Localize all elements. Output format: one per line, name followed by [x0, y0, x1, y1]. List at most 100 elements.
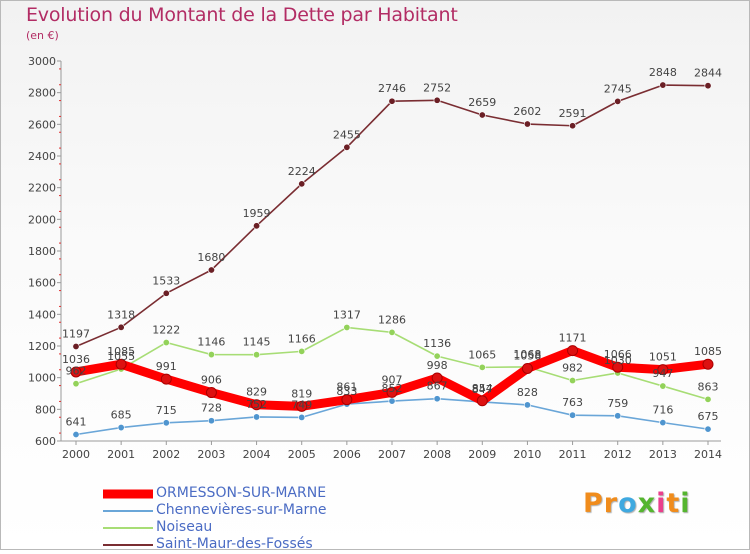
- data-label: 907: [382, 373, 403, 386]
- data-label: 1166: [288, 332, 316, 345]
- data-label: 2224: [288, 165, 316, 178]
- data-point: [433, 352, 441, 360]
- data-label: 2745: [604, 82, 632, 95]
- data-point: [523, 120, 531, 128]
- data-label: 2602: [513, 105, 541, 118]
- y-tick-label: 1200: [28, 340, 56, 353]
- legend-label-noiseau: Noiseau: [156, 519, 213, 535]
- x-tick-label: 2008: [423, 448, 451, 461]
- legend-swatch-saint-maur: [103, 544, 153, 546]
- y-tick-label: 2800: [28, 87, 56, 100]
- data-label: 641: [66, 416, 87, 429]
- x-tick-label: 2002: [152, 448, 180, 461]
- data-label: 1055: [107, 350, 135, 363]
- data-label: 1058: [513, 349, 541, 362]
- chart-subtitle: (en €): [26, 29, 59, 42]
- x-tick-label: 2013: [649, 448, 677, 461]
- data-point: [614, 412, 622, 420]
- data-point: [659, 419, 667, 427]
- data-point: [72, 431, 80, 439]
- data-point: [117, 424, 125, 432]
- data-label: 1145: [243, 336, 271, 349]
- data-label: 1066: [604, 348, 632, 361]
- x-tick-label: 2004: [243, 448, 271, 461]
- data-point: [253, 351, 261, 359]
- data-label: 1171: [559, 332, 587, 345]
- data-point: [388, 328, 396, 336]
- data-label: 1085: [107, 345, 135, 358]
- data-label: 2659: [468, 96, 496, 109]
- data-label: 991: [156, 360, 177, 373]
- data-label: 749: [291, 398, 312, 411]
- x-tick-label: 2012: [604, 448, 632, 461]
- logo-letter: x: [637, 488, 657, 519]
- x-tick-label: 2005: [288, 448, 316, 461]
- data-point: [253, 413, 261, 421]
- y-tick-label: 600: [35, 435, 56, 448]
- data-label: 2455: [333, 128, 361, 141]
- legend-label-saint-maur: Saint-Maur-des-Fossés: [156, 536, 313, 552]
- data-label: 1317: [333, 308, 361, 321]
- y-tick-label: 2600: [28, 118, 56, 131]
- data-label: 867: [427, 380, 448, 393]
- data-point: [612, 361, 624, 373]
- logo-letter: i: [680, 488, 691, 519]
- data-label: 1030: [604, 354, 632, 367]
- data-label: 1051: [649, 351, 677, 364]
- data-point: [162, 339, 170, 347]
- data-label: 854: [472, 382, 493, 395]
- data-label: 763: [562, 396, 583, 409]
- data-point: [702, 358, 714, 370]
- data-point: [521, 362, 533, 374]
- y-tick-label: 1000: [28, 372, 56, 385]
- data-label: 947: [652, 367, 673, 380]
- y-tick-label: 2200: [28, 182, 56, 195]
- data-label: 675: [698, 410, 719, 423]
- data-label: 1680: [197, 251, 225, 264]
- data-point: [478, 363, 486, 371]
- logo-letter: t: [666, 488, 681, 519]
- data-point: [567, 345, 579, 357]
- data-point: [253, 222, 261, 230]
- y-tick-label: 1400: [28, 308, 56, 321]
- data-label: 685: [111, 409, 132, 422]
- data-label: 1959: [243, 207, 271, 220]
- data-point: [207, 351, 215, 359]
- data-point: [704, 82, 712, 90]
- data-point: [207, 266, 215, 274]
- data-point: [386, 386, 398, 398]
- data-labels-layer: 1036 1085 991 906 829 819 861 907 998 854 1058 1171…: [62, 66, 722, 428]
- data-point: [569, 377, 577, 385]
- data-label: 828: [517, 386, 538, 399]
- data-label: 863: [698, 380, 719, 393]
- x-tick-label: 2001: [107, 448, 135, 461]
- data-point: [704, 425, 712, 433]
- data-point: [70, 366, 82, 378]
- x-tick-label: 2011: [559, 448, 587, 461]
- data-label: 982: [562, 362, 583, 375]
- data-point: [298, 180, 306, 188]
- legend-swatch-ormesson: [103, 489, 153, 499]
- data-point: [523, 401, 531, 409]
- chart-title: Evolution du Montant de la Dette par Hab…: [26, 4, 458, 26]
- x-tick-label: 2003: [197, 448, 225, 461]
- data-label: 1146: [197, 336, 225, 349]
- data-point: [659, 382, 667, 390]
- data-point: [388, 397, 396, 405]
- y-tick-label: 1800: [28, 245, 56, 258]
- data-point: [657, 364, 669, 376]
- data-label: 861: [336, 381, 357, 394]
- data-label: 852: [382, 382, 403, 395]
- data-point: [569, 411, 577, 419]
- data-label: 819: [291, 387, 312, 400]
- series-line-3: [75, 84, 709, 348]
- data-point: [341, 394, 353, 406]
- legend-label-ormesson: ORMESSON-SUR-MARNE: [156, 485, 327, 501]
- x-tick-label: 2007: [378, 448, 406, 461]
- x-tick-label: 2006: [333, 448, 361, 461]
- data-point: [298, 413, 306, 421]
- data-label: 715: [156, 404, 177, 417]
- logo-letter: o: [618, 488, 638, 519]
- x-tick-label: 2010: [513, 448, 541, 461]
- data-label: 716: [652, 404, 673, 417]
